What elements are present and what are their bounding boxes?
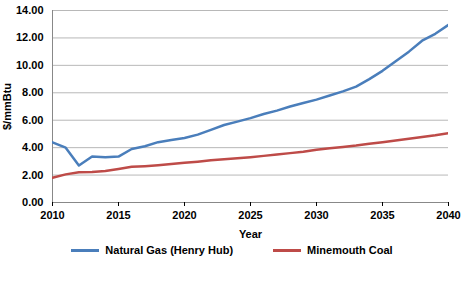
svg-text:12.00: 12.00 [16,31,44,43]
svg-text:10.00: 10.00 [16,59,44,71]
svg-text:2025: 2025 [238,209,262,221]
svg-text:2010: 2010 [40,209,64,221]
svg-text:6.00: 6.00 [22,114,43,126]
svg-text:4.00: 4.00 [22,141,43,153]
svg-text:8.00: 8.00 [22,86,43,98]
svg-text:2040: 2040 [436,209,460,221]
svg-text:Year: Year [239,228,263,240]
svg-text:2015: 2015 [106,209,130,221]
svg-text:2030: 2030 [304,209,328,221]
svg-text:14.00: 14.00 [16,4,44,16]
svg-text:0.00: 0.00 [22,196,43,208]
svg-text:$/mmBtu: $/mmBtu [1,83,13,130]
html-text:Natural Gas (Henry Hub): Natural Gas (Henry Hub) [105,244,234,256]
svg-text:2035: 2035 [370,209,394,221]
svg-text:2020: 2020 [172,209,196,221]
html-text:Minemouth Coal: Minemouth Coal [307,244,393,256]
svg-text:2.00: 2.00 [22,169,43,181]
